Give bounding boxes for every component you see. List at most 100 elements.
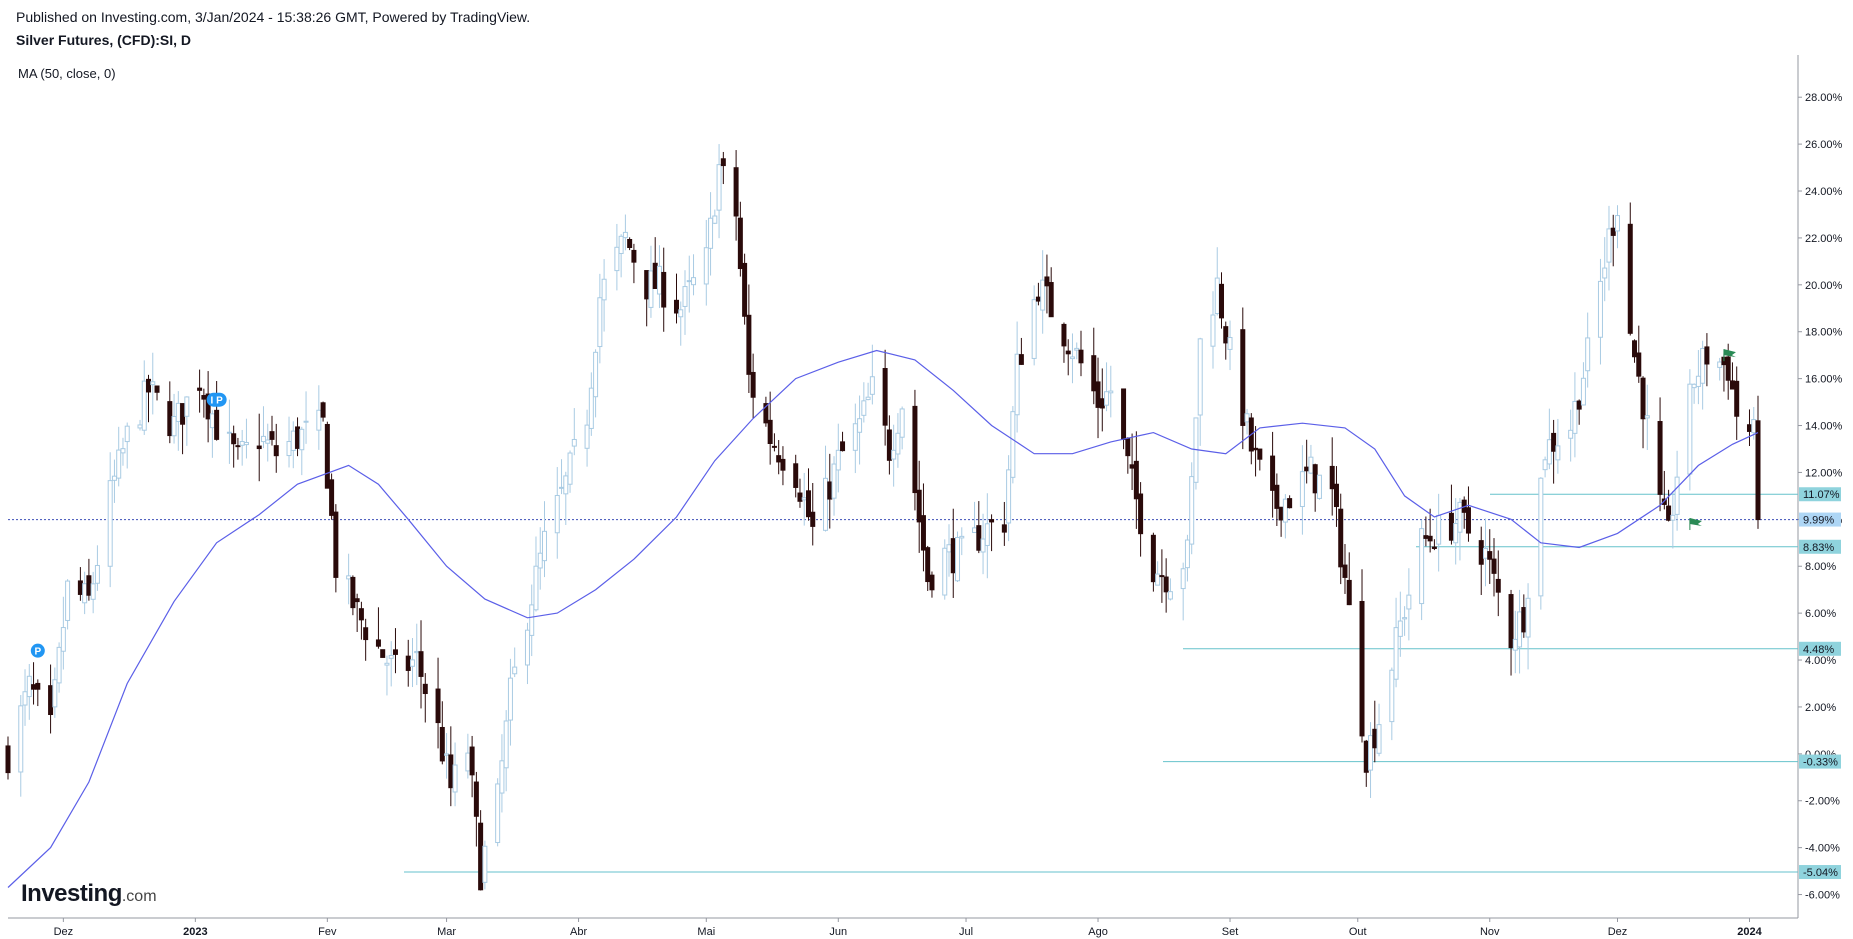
candle bbox=[1065, 339, 1071, 376]
candle-body bbox=[380, 649, 386, 658]
candle-body bbox=[1078, 349, 1084, 364]
candle bbox=[1431, 539, 1437, 551]
candle bbox=[1644, 384, 1650, 450]
candle bbox=[852, 403, 858, 474]
x-tick-label: Out bbox=[1349, 926, 1367, 938]
candle bbox=[1010, 406, 1016, 484]
candle-body bbox=[678, 309, 684, 318]
candle bbox=[1627, 202, 1633, 336]
level-label-bg bbox=[1799, 512, 1841, 527]
candle-body bbox=[1597, 280, 1603, 338]
candle-body bbox=[1095, 381, 1101, 408]
candle-body bbox=[350, 576, 356, 609]
candle bbox=[656, 245, 662, 309]
candle bbox=[452, 742, 458, 807]
candle-body bbox=[48, 685, 54, 716]
candle-body bbox=[1001, 524, 1007, 533]
candle-body bbox=[1465, 507, 1471, 534]
candle bbox=[1299, 445, 1305, 535]
candle bbox=[716, 144, 722, 239]
candle-body bbox=[1627, 223, 1633, 334]
candle-body bbox=[1006, 469, 1012, 524]
investing-logo[interactable]: Investing.com bbox=[21, 880, 157, 908]
candle bbox=[303, 391, 309, 444]
candle bbox=[865, 382, 871, 401]
candle bbox=[895, 413, 901, 468]
candle bbox=[269, 415, 275, 446]
candle-body bbox=[1304, 466, 1310, 472]
candle bbox=[363, 618, 369, 661]
y-tick-label: 4.00% bbox=[1805, 655, 1836, 667]
candle-body bbox=[563, 475, 569, 495]
candle-body bbox=[1125, 437, 1131, 457]
candle bbox=[1465, 486, 1471, 542]
candle-body bbox=[167, 401, 173, 437]
candle-body bbox=[499, 760, 505, 794]
candle bbox=[1580, 362, 1586, 406]
x-tick-label: Ago bbox=[1088, 926, 1108, 938]
candle bbox=[835, 423, 841, 493]
candle bbox=[316, 385, 322, 450]
candle bbox=[614, 223, 620, 291]
candle-body bbox=[201, 395, 207, 400]
candle bbox=[1729, 362, 1735, 390]
candle bbox=[1640, 376, 1646, 449]
candle-body bbox=[1729, 380, 1735, 390]
candle-body bbox=[273, 445, 279, 457]
candle bbox=[746, 284, 752, 394]
level-label-text: 4.48% bbox=[1803, 644, 1834, 656]
candle bbox=[265, 423, 271, 462]
candle-body bbox=[1048, 282, 1054, 318]
candle-body bbox=[175, 402, 181, 422]
candle bbox=[1253, 426, 1259, 477]
candle-body bbox=[410, 659, 416, 667]
candle-body bbox=[90, 583, 96, 600]
candle bbox=[1031, 285, 1037, 366]
candle-body bbox=[1363, 740, 1369, 773]
candle-body bbox=[524, 629, 530, 666]
candle-body bbox=[1155, 573, 1161, 586]
candle bbox=[346, 553, 352, 605]
candle-body bbox=[1018, 354, 1024, 365]
candle-body bbox=[1108, 390, 1114, 394]
event-markers[interactable]: P I P bbox=[30, 349, 1736, 658]
candle bbox=[1491, 538, 1497, 597]
candle-body bbox=[1389, 669, 1395, 723]
candle bbox=[1614, 205, 1620, 249]
candle bbox=[239, 429, 245, 466]
candle-body bbox=[601, 278, 607, 301]
candle bbox=[529, 584, 535, 657]
candle-body bbox=[141, 380, 147, 431]
candle-body bbox=[1585, 337, 1591, 372]
candle-body bbox=[1700, 347, 1706, 384]
candle-body bbox=[793, 463, 799, 488]
candle-body bbox=[1644, 415, 1650, 419]
candle bbox=[801, 472, 807, 526]
candle-body bbox=[465, 752, 471, 772]
candle bbox=[1018, 337, 1024, 365]
candle-body bbox=[648, 270, 654, 308]
candle-body bbox=[691, 277, 697, 286]
candle-body bbox=[86, 575, 92, 596]
candle bbox=[1219, 272, 1225, 329]
x-tick-label: 2024 bbox=[1737, 926, 1762, 938]
candle bbox=[1346, 552, 1352, 606]
x-tick-label: Jun bbox=[829, 926, 847, 938]
candle-body bbox=[767, 419, 773, 445]
candle bbox=[205, 371, 211, 443]
candle-body bbox=[1333, 483, 1339, 508]
candle bbox=[1163, 558, 1169, 613]
candle-body bbox=[742, 262, 748, 317]
candle-body bbox=[1397, 620, 1403, 637]
candle bbox=[686, 255, 692, 313]
candle bbox=[22, 669, 28, 726]
candle-body bbox=[1329, 465, 1335, 490]
candle-body bbox=[567, 452, 573, 485]
indicator-legend[interactable]: MA (50, close, 0) bbox=[18, 66, 116, 81]
x-tick-label: 2023 bbox=[183, 926, 207, 938]
candle-body bbox=[631, 249, 637, 263]
candle bbox=[499, 734, 505, 813]
candle bbox=[793, 454, 799, 498]
level-label-text: 8.83% bbox=[1803, 542, 1834, 554]
